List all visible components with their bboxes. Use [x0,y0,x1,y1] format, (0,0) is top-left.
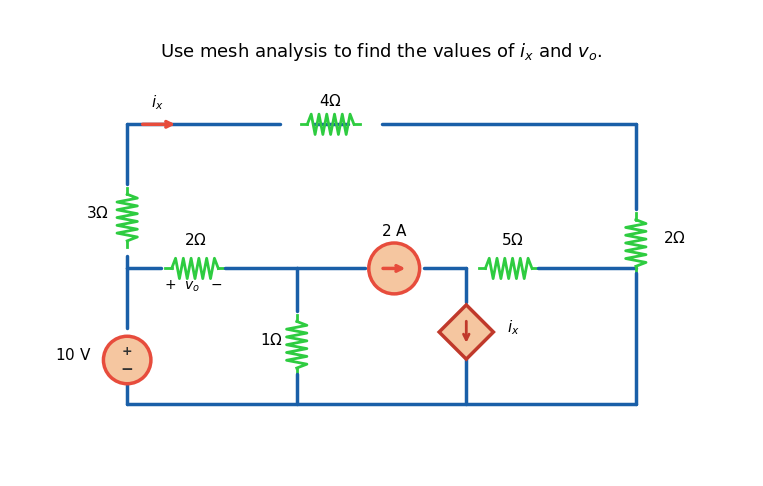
Text: $2\ \mathrm{A}$: $2\ \mathrm{A}$ [381,223,407,239]
Circle shape [369,243,420,294]
Text: $5\Omega$: $5\Omega$ [501,232,524,248]
Text: $i_x$: $i_x$ [150,93,163,112]
Text: +: + [122,345,133,358]
Text: $3\Omega$: $3\Omega$ [86,205,109,221]
Text: $+\ \ v_o\ \ -$: $+\ \ v_o\ \ -$ [164,278,223,294]
Text: $2\Omega$: $2\Omega$ [184,232,207,248]
Text: −: − [121,363,134,378]
Circle shape [104,336,151,384]
Text: Use mesh analysis to find the values of $i_x$ and $v_o$.: Use mesh analysis to find the values of … [160,41,603,63]
Text: $10\ \mathrm{V}$: $10\ \mathrm{V}$ [55,347,92,363]
Text: $1\Omega$: $1\Omega$ [260,332,283,348]
Text: $4\Omega$: $4\Omega$ [319,93,342,109]
Polygon shape [439,305,494,359]
Text: $i_x$: $i_x$ [507,318,520,337]
Text: $2\Omega$: $2\Omega$ [663,230,686,246]
